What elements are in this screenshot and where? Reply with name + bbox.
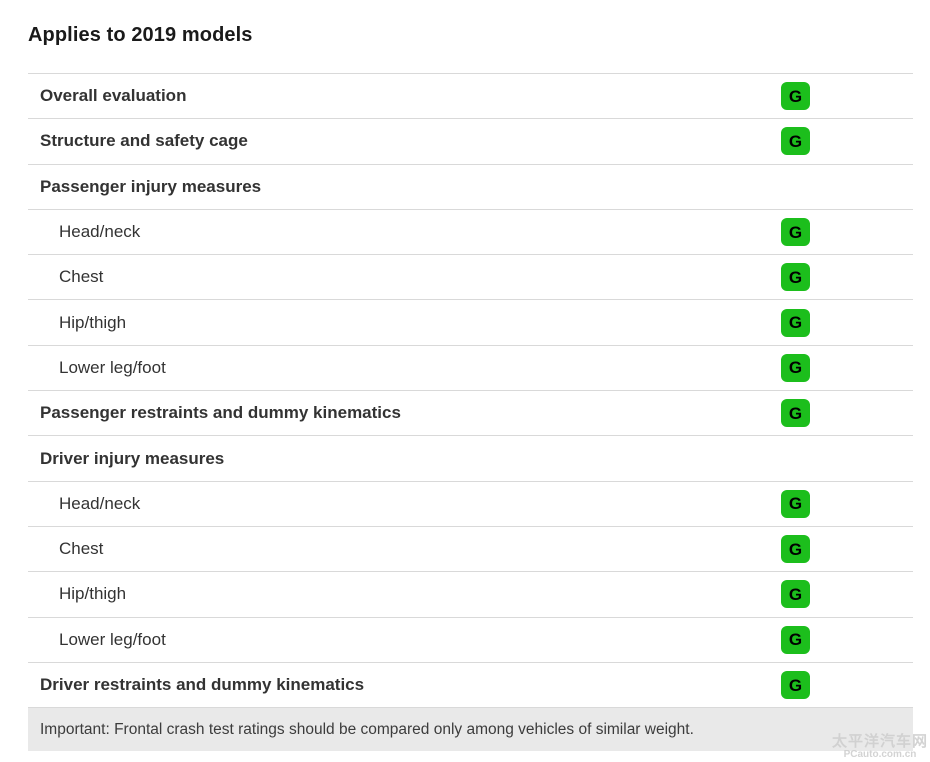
rating-cell: G	[781, 353, 913, 382]
rating-cell: G	[781, 489, 913, 518]
table-row: Structure and safety cage G	[28, 118, 913, 163]
rating-badge-good: G	[781, 218, 810, 247]
rating-cell: G	[781, 308, 913, 337]
rating-badge-good: G	[781, 625, 810, 654]
row-label: Chest	[59, 539, 104, 559]
footer-note: Important: Frontal crash test ratings sh…	[28, 707, 913, 751]
row-label: Passenger injury measures	[40, 176, 262, 196]
table-row: Chest G	[28, 525, 913, 571]
rating-cell: G	[781, 82, 913, 111]
rating-badge-good: G	[781, 489, 810, 518]
rating-badge-good: G	[781, 671, 810, 699]
table-row: Driver injury measures	[28, 435, 913, 480]
table-row: Passenger injury measures	[28, 163, 913, 209]
table-row: Chest G	[28, 254, 913, 299]
rating-badge-good: G	[781, 263, 810, 292]
table-row: Head/neck G	[28, 480, 913, 526]
ratings-table: Overall evaluation G Structure and safet…	[28, 73, 913, 707]
watermark-site-url: PCauto.com.cn	[843, 748, 917, 760]
rating-cell: G	[781, 535, 913, 564]
rating-badge-good: G	[781, 82, 810, 111]
table-row: Lower leg/foot G	[28, 344, 913, 390]
row-label: Passenger restraints and dummy kinematic…	[40, 403, 401, 423]
rating-cell: G	[781, 263, 913, 292]
row-label: Head/neck	[59, 493, 141, 513]
row-label: Lower leg/foot	[59, 629, 166, 649]
table-row: Overall evaluation G	[28, 73, 913, 118]
rating-cell: G	[781, 580, 913, 609]
rating-cell: G	[781, 625, 913, 654]
table-row: Passenger restraints and dummy kinematic…	[28, 390, 913, 435]
row-label: Hip/thigh	[59, 584, 127, 604]
rating-badge-good: G	[781, 535, 810, 564]
row-label: Head/neck	[59, 222, 141, 242]
rating-badge-good: G	[781, 580, 810, 609]
row-label: Driver restraints and dummy kinematics	[40, 675, 365, 694]
rating-cell: G	[781, 671, 913, 699]
table-row: Hip/thigh G	[28, 299, 913, 344]
rating-badge-good: G	[781, 399, 810, 428]
row-label: Chest	[59, 267, 104, 287]
footer-note-text: Important: Frontal crash test ratings sh…	[40, 720, 694, 738]
row-label: Lower leg/foot	[59, 357, 166, 377]
page-title: Applies to 2019 models	[28, 24, 253, 46]
rating-cell: G	[781, 127, 913, 156]
rating-badge-good: G	[781, 353, 810, 382]
row-label: Overall evaluation	[40, 86, 187, 106]
rating-badge-good: G	[781, 308, 810, 337]
table-row: Head/neck G	[28, 208, 913, 254]
rating-cell: G	[781, 218, 913, 247]
table-row: Hip/thigh G	[28, 571, 913, 616]
row-label: Driver injury measures	[40, 448, 225, 468]
table-row: Driver restraints and dummy kinematics G	[28, 661, 913, 707]
row-label: Structure and safety cage	[40, 131, 248, 151]
rating-cell: G	[781, 399, 913, 428]
row-label: Hip/thigh	[59, 312, 127, 332]
table-row: Lower leg/foot G	[28, 616, 913, 662]
rating-badge-good: G	[781, 127, 810, 156]
